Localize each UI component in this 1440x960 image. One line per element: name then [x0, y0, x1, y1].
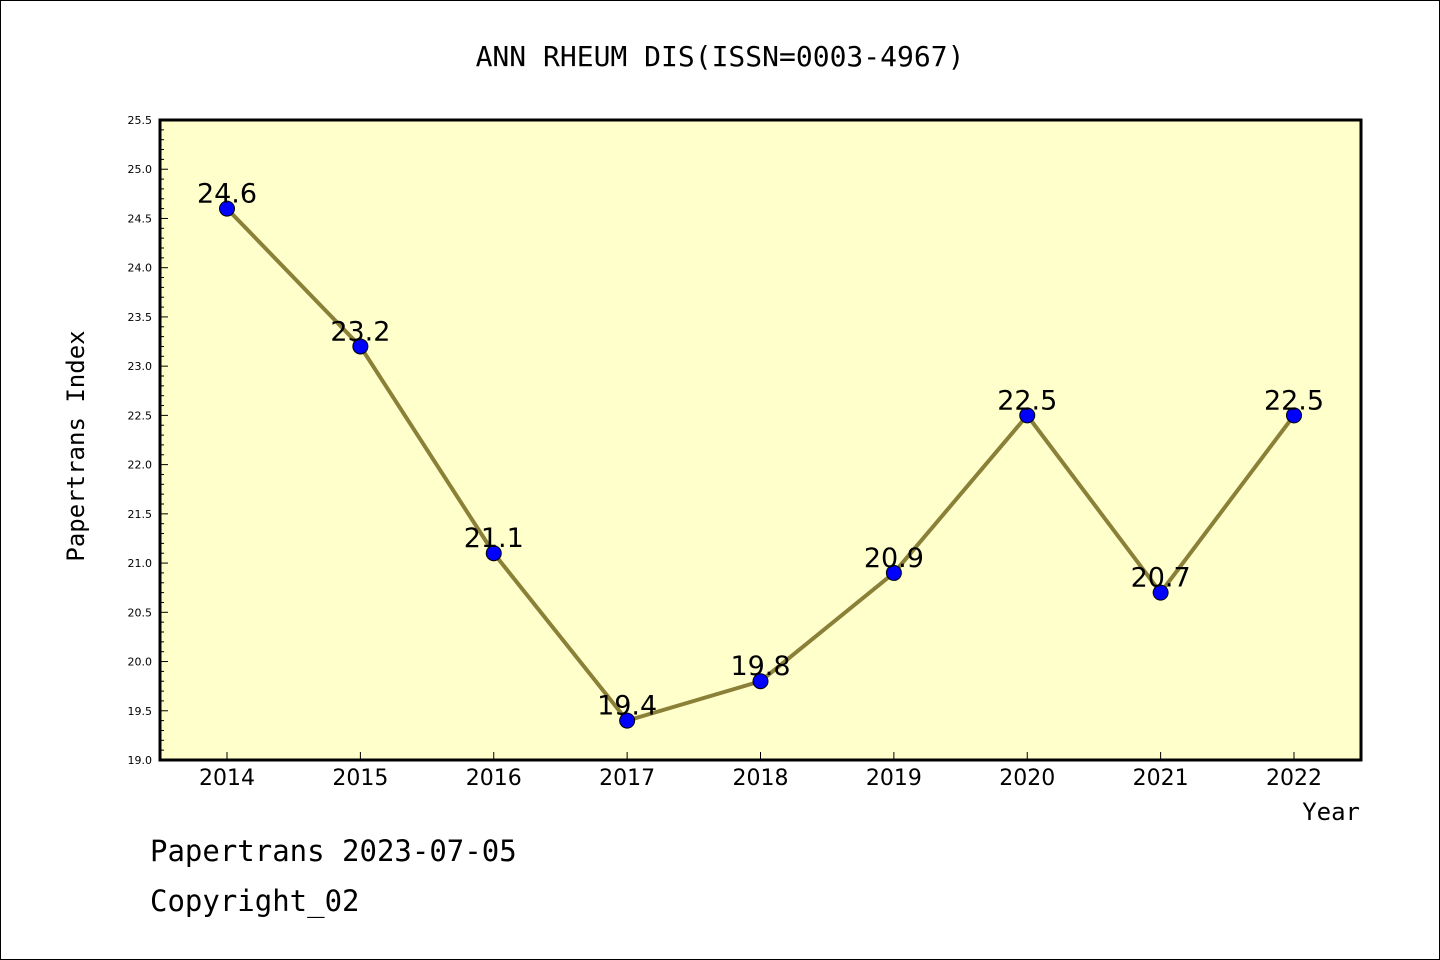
y-tick-label: 20.0 [128, 656, 153, 669]
data-label: 20.7 [1131, 563, 1191, 594]
x-tick-label: 2015 [332, 766, 388, 791]
plot-border [158, 118, 1363, 762]
data-label: 22.5 [997, 385, 1057, 416]
y-tick-label: 20.5 [128, 606, 153, 619]
data-label: 22.5 [1264, 385, 1324, 416]
x-tick-label: 2018 [733, 766, 789, 791]
y-tick-label: 23.5 [128, 311, 153, 324]
x-tick-label: 2020 [999, 766, 1055, 791]
y-tick-label: 21.0 [128, 557, 153, 570]
plot-area [160, 120, 1361, 760]
x-axis-title: Year [1302, 798, 1360, 826]
y-tick-label: 19.0 [128, 754, 153, 767]
x-tick-label: 2016 [466, 766, 522, 791]
y-tick-label: 22.0 [128, 459, 153, 472]
y-axis-title: Papertrans Index [62, 330, 90, 561]
chart-title: ANN RHEUM DIS(ISSN=0003-4967) [476, 40, 965, 73]
data-label: 23.2 [330, 316, 390, 347]
data-label: 21.1 [464, 523, 524, 554]
data-points [219, 200, 1302, 729]
data-point [885, 564, 902, 581]
data-point [219, 200, 235, 217]
footer-date: Papertrans 2023-07-05 [150, 834, 517, 868]
x-tick-label: 2021 [1133, 766, 1189, 791]
y-tick-label: 25.5 [128, 114, 153, 127]
x-tick-label: 2017 [599, 766, 655, 791]
data-label: 20.9 [864, 543, 924, 574]
footer-copyright: Copyright_02 [150, 884, 360, 918]
x-tick-label: 2022 [1266, 766, 1322, 791]
data-point [352, 338, 369, 355]
y-tick-label: 24.0 [128, 262, 153, 275]
data-point [752, 673, 769, 690]
data-point [1286, 407, 1302, 424]
y-tick-label: 22.5 [128, 409, 153, 422]
data-label: 19.4 [597, 691, 657, 722]
y-tick-label: 19.5 [128, 705, 153, 718]
x-tick-label: 2019 [866, 766, 922, 791]
data-point [1152, 584, 1169, 601]
y-tick-label: 23.0 [128, 360, 153, 373]
data-point [619, 712, 636, 729]
data-labels: 24.6 23.2 21.1 19.4 19.8 20.9 22.5 20.7 22.5 [197, 179, 1324, 722]
data-label: 19.8 [730, 651, 790, 682]
data-label: 24.6 [197, 179, 257, 210]
y-tick-label: 25.0 [128, 163, 153, 176]
y-tick-label: 21.5 [128, 508, 153, 521]
data-point [1019, 407, 1036, 424]
x-axis: 2014 2015 2016 2017 2018 2019 2020 2021 2022 [199, 752, 1322, 791]
x-tick-label: 2014 [199, 766, 255, 791]
data-point [485, 545, 502, 562]
y-tick-label: 24.5 [128, 212, 153, 225]
